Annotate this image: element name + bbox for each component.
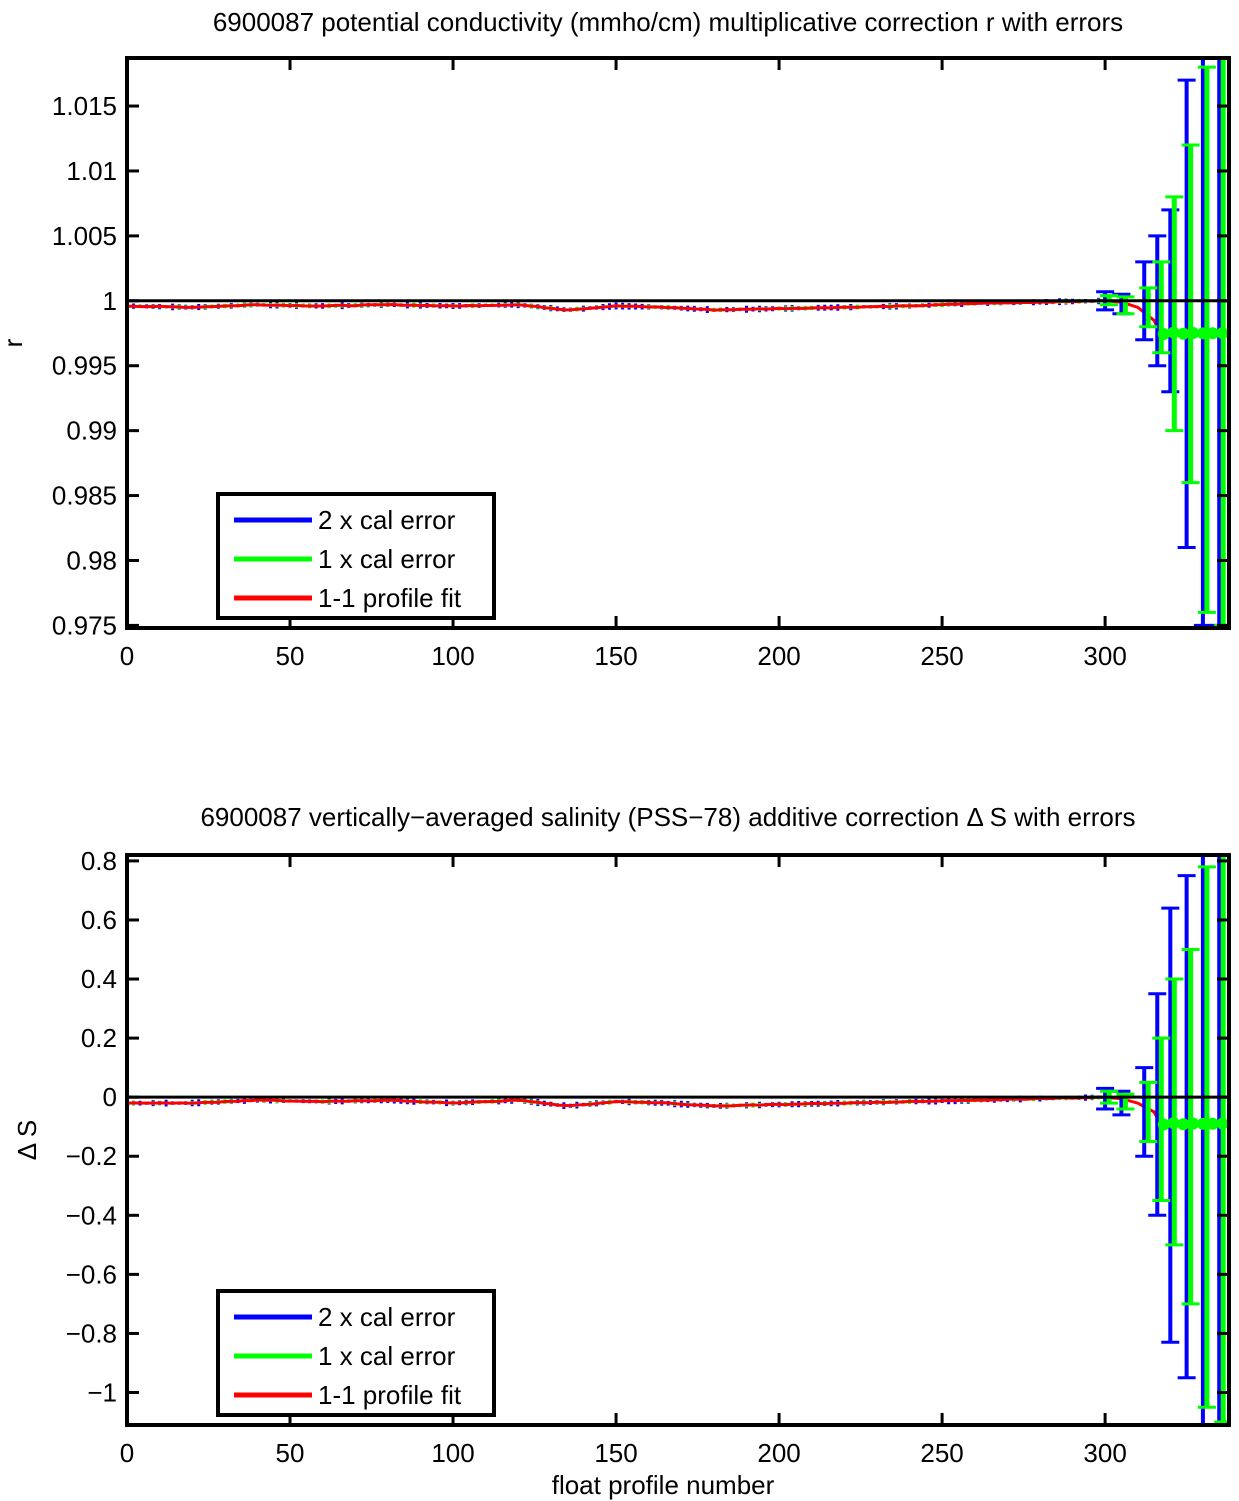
x-tick-label: 150 bbox=[594, 1438, 637, 1468]
y-tick-label: 0.4 bbox=[81, 964, 117, 994]
axes-box bbox=[125, 853, 1231, 1427]
legend-label: 1-1 profile fit bbox=[318, 583, 462, 613]
series-marker bbox=[1157, 1118, 1170, 1131]
legend-label: 1-1 profile fit bbox=[318, 1380, 462, 1410]
series-marker bbox=[1206, 327, 1219, 340]
x-tick-label: 300 bbox=[1083, 641, 1126, 671]
chart-2: 6900087 vertically−averaged salinity (PS… bbox=[12, 802, 1231, 1500]
series-marker bbox=[1187, 1117, 1200, 1130]
x-tick-label: 0 bbox=[120, 641, 134, 671]
x-tick-label: 100 bbox=[431, 1438, 474, 1468]
x-tick-label: 300 bbox=[1083, 1438, 1126, 1468]
axes-box bbox=[125, 56, 1231, 630]
y-tick-label: −0.2 bbox=[66, 1141, 117, 1171]
chart-title: 6900087 potential conductivity (mmho/cm)… bbox=[213, 7, 1123, 37]
series-marker bbox=[1157, 327, 1170, 340]
x-tick-label: 250 bbox=[920, 1438, 963, 1468]
y-tick-label: 0.2 bbox=[81, 1023, 117, 1053]
x-tick-label: 250 bbox=[920, 641, 963, 671]
y-tick-label: 1 bbox=[103, 286, 117, 316]
series-marker bbox=[1196, 327, 1209, 340]
x-tick-label: 150 bbox=[594, 641, 637, 671]
series-marker bbox=[1216, 327, 1229, 340]
legend-label: 1 x cal error bbox=[318, 1341, 456, 1371]
x-tick-label: 0 bbox=[120, 1438, 134, 1468]
series-marker bbox=[1187, 326, 1200, 339]
legend: 2 x cal error 1 x cal error 1-1 profile fi… bbox=[216, 1289, 496, 1417]
y-tick-label: −0.8 bbox=[66, 1318, 117, 1348]
series-line-fit bbox=[127, 299, 1162, 334]
chart-1: 6900087 potential conductivity (mmho/cm)… bbox=[0, 7, 1231, 671]
legend: 2 x cal error 1 x cal error 1-1 profile fi… bbox=[216, 492, 496, 620]
y-tick-label: 0.995 bbox=[52, 351, 117, 381]
legend-label: 2 x cal error bbox=[318, 505, 456, 535]
plot-area bbox=[127, 855, 1229, 1425]
series-marker bbox=[1216, 1117, 1229, 1130]
series-line-fit bbox=[127, 1095, 1162, 1125]
y-tick-label: 1.005 bbox=[52, 221, 117, 251]
series-marker bbox=[1177, 327, 1190, 340]
y-tick-label: 0.98 bbox=[66, 545, 117, 575]
y-tick-label: 0.975 bbox=[52, 610, 117, 640]
x-tick-label: 50 bbox=[276, 1438, 305, 1468]
x-tick-label: 200 bbox=[757, 1438, 800, 1468]
plot-area bbox=[127, 58, 1229, 627]
y-tick-label: 0.8 bbox=[81, 846, 117, 876]
x-tick-label: 50 bbox=[276, 641, 305, 671]
series-marker bbox=[1206, 1117, 1219, 1130]
y-tick-label: −1 bbox=[87, 1378, 117, 1408]
y-tick-label: 0 bbox=[103, 1082, 117, 1112]
series-marker bbox=[1196, 1117, 1209, 1130]
y-tick-label: 0.985 bbox=[52, 481, 117, 511]
x-axis-label: float profile number bbox=[552, 1470, 775, 1500]
series-marker bbox=[1167, 1117, 1180, 1130]
legend-label: 2 x cal error bbox=[318, 1302, 456, 1332]
y-tick-label: 0.99 bbox=[66, 416, 117, 446]
y-tick-label: 1.015 bbox=[52, 91, 117, 121]
series-marker bbox=[1167, 326, 1180, 339]
legend-label: 1 x cal error bbox=[318, 544, 456, 574]
y-axis-label: Δ S bbox=[12, 1120, 42, 1161]
x-tick-label: 100 bbox=[431, 641, 474, 671]
y-tick-label: −0.6 bbox=[66, 1259, 117, 1289]
series-marker bbox=[1177, 1118, 1190, 1131]
y-tick-label: −0.4 bbox=[66, 1200, 117, 1230]
y-axis-label: r bbox=[0, 338, 28, 347]
y-tick-label: 1.01 bbox=[66, 156, 117, 186]
chart-title: 6900087 vertically−averaged salinity (PS… bbox=[200, 802, 1135, 832]
x-tick-label: 200 bbox=[757, 641, 800, 671]
y-tick-label: 0.6 bbox=[81, 905, 117, 935]
